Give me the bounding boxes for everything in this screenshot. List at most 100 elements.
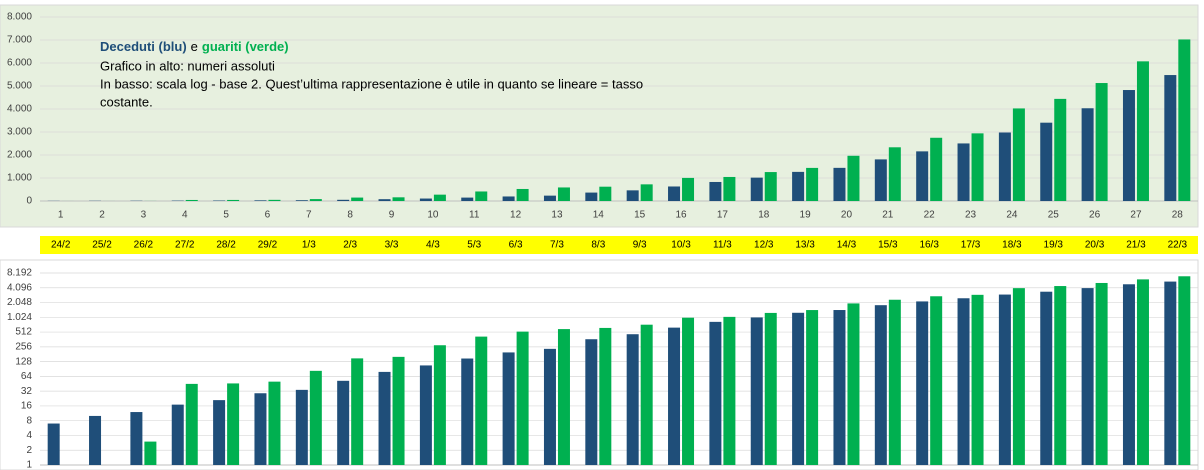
- bar: [309, 199, 322, 201]
- x-tick-label: 5: [223, 210, 229, 221]
- bar: [682, 177, 695, 201]
- bar: [750, 177, 763, 201]
- y-tick-label: 256: [15, 341, 32, 352]
- bar: [475, 191, 488, 201]
- bar: [461, 197, 474, 201]
- y-tick-label: 0: [26, 196, 32, 207]
- bar: [1164, 281, 1177, 465]
- bar: [1164, 75, 1177, 201]
- x-tick-label: 23: [965, 210, 977, 221]
- date-label: 8/3: [591, 240, 605, 251]
- bar: [433, 194, 446, 201]
- bar: [1040, 291, 1053, 465]
- date-label: 15/3: [878, 240, 898, 251]
- bar: [185, 383, 198, 465]
- date-label: 18/3: [1002, 240, 1022, 251]
- bar: [392, 197, 405, 201]
- date-label: 11/3: [713, 240, 732, 251]
- bar: [171, 404, 184, 465]
- bar: [419, 365, 432, 465]
- bar: [971, 294, 984, 465]
- bar: [461, 358, 474, 465]
- plot-background: [0, 259, 1199, 470]
- x-tick-label: 18: [758, 210, 770, 221]
- date-label: 6/3: [509, 240, 523, 251]
- bar: [916, 151, 929, 201]
- bar: [723, 176, 736, 201]
- bar: [709, 181, 722, 201]
- bar: [268, 199, 281, 201]
- bar: [806, 167, 819, 201]
- bar: [682, 317, 695, 465]
- x-tick-label: 28: [1172, 210, 1184, 221]
- x-tick-label: 16: [675, 210, 687, 221]
- x-tick-label: 9: [389, 210, 395, 221]
- x-tick-label: 24: [1006, 210, 1018, 221]
- x-tick-label: 1: [58, 210, 64, 221]
- x-tick-label: 22: [924, 210, 936, 221]
- bar: [309, 370, 322, 465]
- y-tick-label: 2.048: [7, 297, 32, 308]
- bar: [1095, 83, 1108, 201]
- y-tick-label: 3.000: [7, 127, 32, 138]
- bar: [1081, 108, 1094, 201]
- bar: [378, 199, 391, 201]
- bar: [557, 187, 570, 201]
- bar: [1095, 282, 1108, 465]
- date-row: [40, 236, 1198, 254]
- bar: [268, 381, 281, 465]
- bar: [709, 321, 722, 465]
- annotation-line: costante.: [100, 94, 153, 109]
- annotation-title: Deceduti (blu) e guariti (verde): [100, 39, 289, 54]
- bar: [337, 380, 350, 465]
- bar: [847, 303, 860, 465]
- annotation-title-part: e: [191, 39, 198, 54]
- bar: [888, 147, 901, 201]
- bar: [144, 441, 157, 465]
- bar: [543, 348, 556, 465]
- bar: [1012, 288, 1025, 465]
- bar: [764, 312, 777, 465]
- x-tick-label: 4: [182, 210, 188, 221]
- date-label: 17/3: [961, 240, 981, 251]
- x-tick-label: 21: [882, 210, 894, 221]
- date-label: 10/3: [671, 240, 691, 251]
- date-label: 19/3: [1044, 240, 1064, 251]
- bar: [764, 172, 777, 201]
- bar: [626, 190, 639, 201]
- x-tick-label: 27: [1130, 210, 1142, 221]
- bar: [185, 199, 198, 201]
- bar: [295, 200, 308, 201]
- bar: [254, 200, 267, 201]
- bar: [930, 296, 943, 465]
- bar: [1178, 276, 1191, 465]
- bar: [516, 188, 529, 201]
- date-label: 14/3: [837, 240, 857, 251]
- y-tick-label: 5.000: [7, 81, 32, 92]
- date-label: 26/2: [134, 240, 154, 251]
- date-label: 13/3: [795, 240, 815, 251]
- bar: [847, 155, 860, 201]
- bar: [998, 294, 1011, 465]
- bar: [806, 310, 819, 465]
- x-tick-label: 8: [347, 210, 353, 221]
- bar: [930, 137, 943, 201]
- chart: 1 2 4 8 16 32 64 128 256 512 1.024 2.048 4.096 8.192: [0, 259, 1199, 470]
- bar: [392, 356, 405, 465]
- y-tick-label: 1.000: [7, 173, 32, 184]
- y-tick-label: 1.024: [7, 312, 32, 323]
- y-tick-label: 8: [26, 415, 32, 426]
- y-tick-label: 6.000: [7, 58, 32, 69]
- bar: [957, 143, 970, 201]
- y-tick-label: 8.000: [7, 12, 32, 23]
- bar: [599, 327, 612, 465]
- bar: [295, 389, 308, 465]
- x-tick-label: 25: [1048, 210, 1060, 221]
- bar: [792, 171, 805, 201]
- date-label: 25/2: [92, 240, 112, 251]
- bar: [998, 132, 1011, 201]
- bar: [874, 305, 887, 465]
- bar: [888, 299, 901, 465]
- bar: [227, 383, 240, 465]
- bar: [599, 186, 612, 201]
